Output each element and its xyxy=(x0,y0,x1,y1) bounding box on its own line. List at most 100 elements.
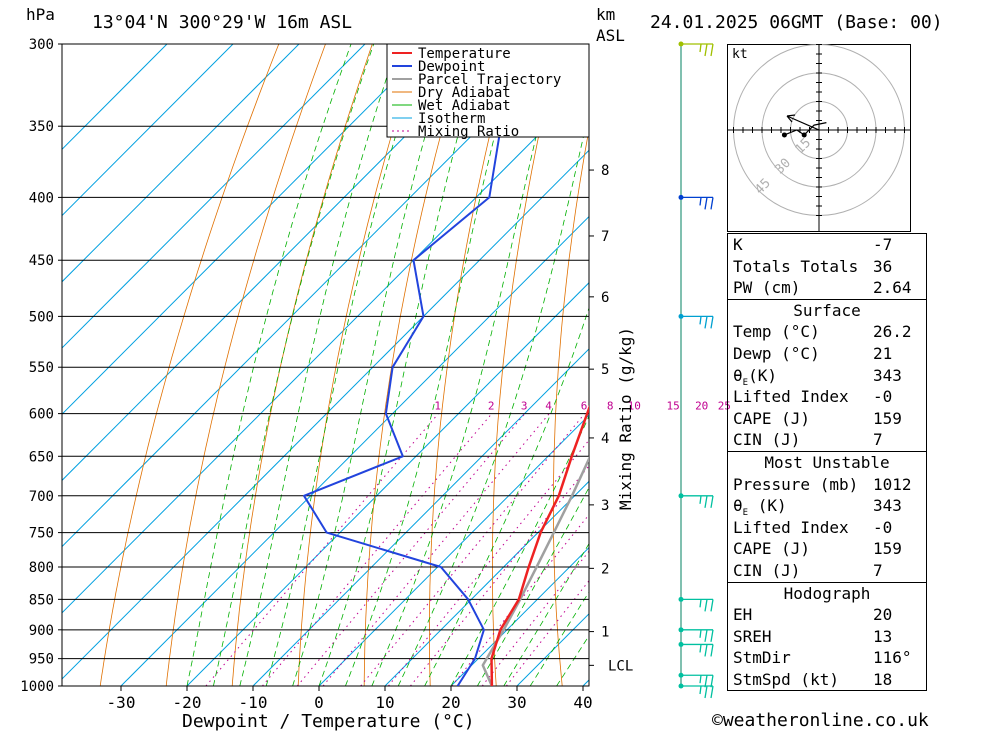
isotherm-line xyxy=(62,44,168,151)
most-unstable-title: Most Unstable xyxy=(764,452,890,472)
legend-dewpoint: Dewpoint xyxy=(418,59,485,75)
wet-adiabat-line xyxy=(318,44,484,686)
mixing-ratio-label: 8 xyxy=(607,400,614,413)
wind-barb xyxy=(681,674,714,688)
totals-totals-value: 36 xyxy=(873,256,893,276)
isotherm-line xyxy=(62,44,498,482)
temperature-line xyxy=(490,404,589,686)
pressure-tick-label: 400 xyxy=(29,190,54,206)
k-index-label: K xyxy=(733,235,743,254)
wind-barb xyxy=(681,598,714,612)
x-tick-label: 20 xyxy=(441,693,460,712)
k-index-value: -7 xyxy=(873,235,893,254)
mixing-ratio-label: 2 xyxy=(488,400,495,413)
pressure-tick-label: 750 xyxy=(29,526,54,542)
isotherm-line xyxy=(62,44,366,349)
height-tick-label: 4 xyxy=(601,431,609,447)
surface-cape-label: CAPE (J) xyxy=(733,408,811,428)
pressure-tick-label: 950 xyxy=(29,652,54,668)
wet-adiabat-line xyxy=(292,44,453,686)
x-tick-label: -10 xyxy=(239,693,268,712)
mixing-ratio-label: 1 xyxy=(434,400,441,413)
height-tick-label: 1 xyxy=(601,625,609,641)
stmspd-value: 18 xyxy=(873,669,893,689)
surface-cin-value: 7 xyxy=(873,430,883,450)
height-tick-label: 6 xyxy=(601,290,609,306)
mixing-ratio-label: 6 xyxy=(581,400,588,413)
plot-frame xyxy=(61,43,590,687)
height-tick-label: 7 xyxy=(601,229,609,245)
mu-theta-value: 343 xyxy=(873,496,902,516)
isotherm-line xyxy=(62,44,300,283)
pw-label: PW (cm) xyxy=(733,278,801,298)
mixing-ratio-label: 20 xyxy=(695,400,708,413)
isotherm-line xyxy=(62,44,564,548)
surface-theta-value: 343 xyxy=(873,365,902,385)
pressure-tick-label: 550 xyxy=(29,360,54,376)
pressure-tick-label: 350 xyxy=(29,119,54,135)
sreh-label: SREH xyxy=(733,626,772,646)
mu-cape-label: CAPE (J) xyxy=(733,539,811,559)
mu-pressure-value: 1012 xyxy=(873,474,912,494)
wet-adiabat-line xyxy=(371,44,559,686)
x-tick-label: 0 xyxy=(314,693,324,712)
legend-dry-adiabat: Dry Adiabat xyxy=(418,85,511,101)
wet-adiabat-line xyxy=(239,44,399,686)
wind-barb-column xyxy=(678,41,714,699)
mixing-ratio-label: 15 xyxy=(667,400,680,413)
mixing-ratio-line xyxy=(481,550,589,686)
wet-adiabat-line xyxy=(450,415,589,686)
x-tick-label: 40 xyxy=(573,693,592,712)
wet-adiabat-line xyxy=(265,44,424,686)
credit-link[interactable]: ©weatheronline.co.uk xyxy=(712,710,929,731)
dry-adiabat-line xyxy=(932,44,1000,686)
dry-adiabat-line xyxy=(670,44,700,686)
pressure-tick-label: 1000 xyxy=(20,679,54,695)
isotherm-line xyxy=(62,44,432,415)
legend-mixing-ratio: Mixing Ratio xyxy=(418,124,519,140)
stmdir-label: StmDir xyxy=(733,648,791,668)
mixing-ratio-line xyxy=(296,413,526,686)
surface-li-value: -0 xyxy=(873,387,893,407)
surface-title: Surface xyxy=(793,300,861,320)
km-unit-label: km xyxy=(596,5,616,24)
mixing-ratio-line xyxy=(262,413,493,686)
mixing-ratio-line xyxy=(505,580,589,686)
wind-barb xyxy=(681,685,714,699)
legend: Temperature Dewpoint Parcel Trajectory D… xyxy=(386,43,590,140)
pressure-tick-label: 850 xyxy=(29,592,54,608)
pressure-tick-label: 500 xyxy=(29,309,54,325)
pressure-tick-label: 900 xyxy=(29,623,54,639)
x-axis-title: Dewpoint / Temperature (°C) xyxy=(182,711,475,732)
isotherm-line xyxy=(62,44,234,217)
mu-li-label: Lifted Index xyxy=(733,517,849,537)
lcl-label: LCL xyxy=(608,658,633,674)
mu-theta-label: θE (K) xyxy=(733,496,787,519)
isotherm-line xyxy=(62,149,589,680)
isotherm-line xyxy=(450,546,589,686)
sreh-value: 13 xyxy=(873,626,893,646)
storm-motion-arrow xyxy=(786,114,820,131)
dry-adiabat-line xyxy=(980,44,1000,686)
dry-adiabat-line xyxy=(429,44,513,686)
legend-temperature: Temperature xyxy=(418,46,511,62)
eh-value: 20 xyxy=(873,605,893,625)
mu-pressure-label: Pressure (mb) xyxy=(733,474,859,494)
wind-barb xyxy=(681,629,714,642)
surface-cin-label: CIN (J) xyxy=(733,430,801,450)
x-tick-label: 30 xyxy=(507,693,526,712)
surface-dewp-label: Dewp (°C) xyxy=(733,343,820,363)
hodograph-point xyxy=(781,132,787,138)
eh-label: EH xyxy=(733,605,753,625)
wind-barb xyxy=(681,315,714,329)
wind-barb xyxy=(681,643,714,657)
pressure-tick-label: 300 xyxy=(29,37,54,53)
mixing-ratio-label: 10 xyxy=(628,400,641,413)
mu-cin-value: 7 xyxy=(873,560,883,580)
wind-barb xyxy=(681,43,714,57)
surface-temp-label: Temp (°C) xyxy=(733,322,820,342)
x-tick-label: -30 xyxy=(107,693,136,712)
height-tick-label: 5 xyxy=(601,362,609,378)
